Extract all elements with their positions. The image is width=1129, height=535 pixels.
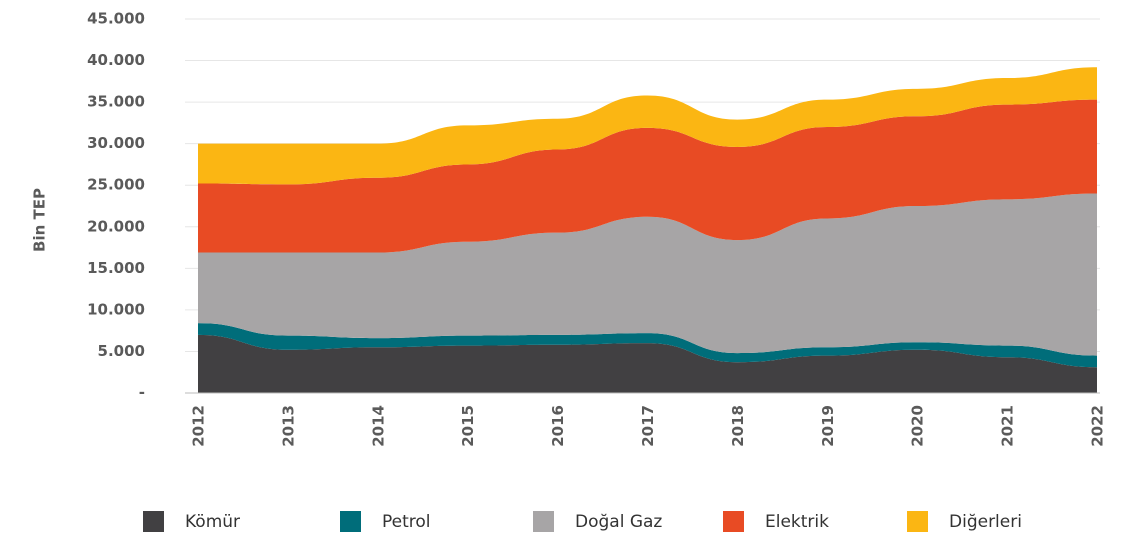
x-tick-label: 2017 (639, 405, 657, 447)
y-tick-label: 30.000 (87, 134, 145, 152)
x-tick-label: 2019 (819, 405, 837, 447)
x-tick-label: 2016 (549, 405, 567, 447)
legend-label: Doğal Gaz (575, 512, 662, 532)
area (198, 334, 1097, 393)
x-tick-label: 2022 (1089, 405, 1107, 447)
y-tick-label: 5.000 (98, 342, 145, 360)
x-tick-label: 2014 (369, 405, 387, 447)
legend-label: Diğerleri (949, 512, 1022, 532)
y-tick-label: - (139, 384, 145, 402)
area (198, 323, 1097, 368)
area (198, 67, 1097, 185)
legend-label: Elektrik (765, 512, 829, 532)
legend-swatch (340, 511, 361, 532)
y-tick-label: 45.000 (87, 10, 145, 28)
legend-label: Petrol (382, 512, 431, 532)
y-tick-label: 40.000 (87, 51, 145, 69)
y-axis-label: Bin TEP (31, 188, 49, 252)
legend-swatch (723, 511, 744, 532)
y-tick-label: 10.000 (87, 300, 145, 318)
y-tick-label: 20.000 (87, 217, 145, 235)
y-tick-label: 25.000 (87, 176, 145, 194)
x-tick-label: 2020 (909, 405, 927, 447)
legend-swatch (533, 511, 554, 532)
x-tick-label: 2013 (279, 405, 297, 447)
legend-swatch (143, 511, 164, 532)
legend-swatch (907, 511, 928, 532)
area (198, 193, 1097, 356)
y-tick-label: 35.000 (87, 93, 145, 111)
x-tick-label: 2021 (999, 405, 1017, 447)
area (198, 99, 1097, 253)
y-tick-label: 15.000 (87, 259, 145, 277)
x-tick-label: 2018 (729, 405, 747, 447)
x-tick-label: 2015 (459, 405, 477, 447)
legend-label: Kömür (185, 512, 240, 532)
x-tick-label: 2012 (190, 405, 208, 447)
